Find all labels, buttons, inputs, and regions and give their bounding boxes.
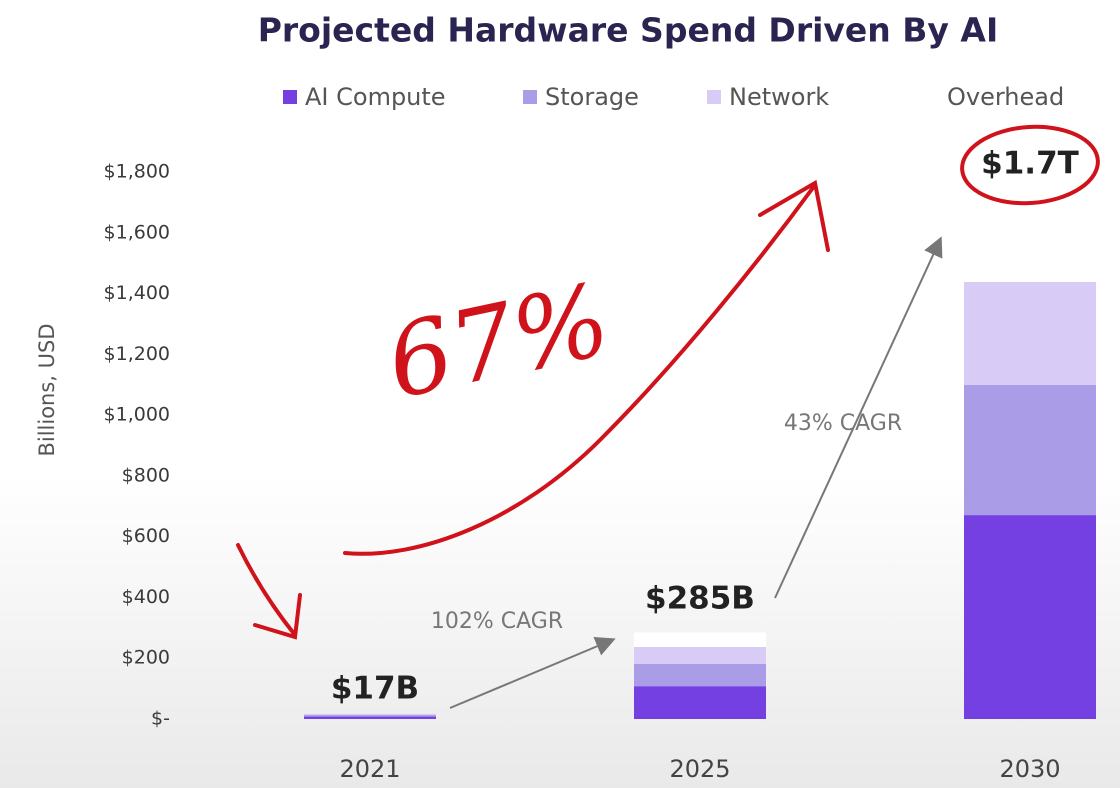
red-arrowhead — [758, 179, 830, 252]
legend-swatch — [523, 90, 537, 104]
bar-segment — [964, 515, 1096, 719]
arrow — [774, 236, 943, 599]
legend-swatch — [283, 90, 297, 104]
legend-label: Storage — [545, 83, 639, 111]
legend-swatch — [707, 90, 721, 104]
legend-label: Overhead — [947, 83, 1064, 111]
y-tick-label: $- — [151, 708, 170, 730]
red-arrow — [236, 543, 302, 640]
arrow — [449, 636, 616, 709]
y-tick-label: $1,400 — [104, 282, 170, 304]
total-label: $285B — [645, 581, 755, 617]
x-tick-label: 2030 — [999, 755, 1060, 783]
plot: $- $200 $400 $600 $800 $1,000 $1,200 $1,400 $1,6… — [104, 83, 1096, 783]
bar-segment — [634, 663, 766, 687]
cagr-label: 43% CAGR — [784, 411, 902, 436]
bar-segment — [964, 282, 1096, 386]
bar-segment — [304, 715, 436, 717]
handwriting — [236, 124, 1100, 640]
red-circle — [960, 124, 1100, 206]
cagr-label: 102% CAGR — [431, 609, 563, 634]
bar-segment — [634, 646, 766, 664]
y-tick-label: $600 — [122, 525, 170, 547]
chart-title: Projected Hardware Spend Driven By AI — [258, 11, 999, 50]
total-label: $17B — [331, 671, 419, 707]
y-tick-label: $800 — [122, 464, 170, 486]
x-tick-label: 2025 — [669, 755, 730, 783]
bar-segment — [304, 716, 436, 719]
x-tick-label: 2021 — [339, 755, 400, 783]
y-tick-label: $1,200 — [104, 343, 170, 365]
y-tick-label: $1,800 — [104, 161, 170, 183]
bar-segment — [964, 385, 1096, 516]
legend-swatch — [925, 90, 939, 104]
y-tick-label: $1,600 — [104, 221, 170, 243]
bar-segment — [634, 686, 766, 719]
bar-segment — [634, 632, 766, 647]
legend-label: AI Compute — [305, 83, 446, 111]
y-tick-label: $200 — [122, 647, 170, 669]
red-arrow — [343, 183, 817, 556]
total-label: $1.7T — [981, 146, 1079, 182]
bar-segment — [964, 202, 1096, 283]
y-axis-label: Billions, USD — [35, 323, 59, 456]
bar-segment — [304, 713, 436, 716]
legend-label: Network — [729, 83, 829, 111]
y-tick-label: $400 — [122, 586, 170, 608]
y-tick-label: $1,000 — [104, 404, 170, 426]
